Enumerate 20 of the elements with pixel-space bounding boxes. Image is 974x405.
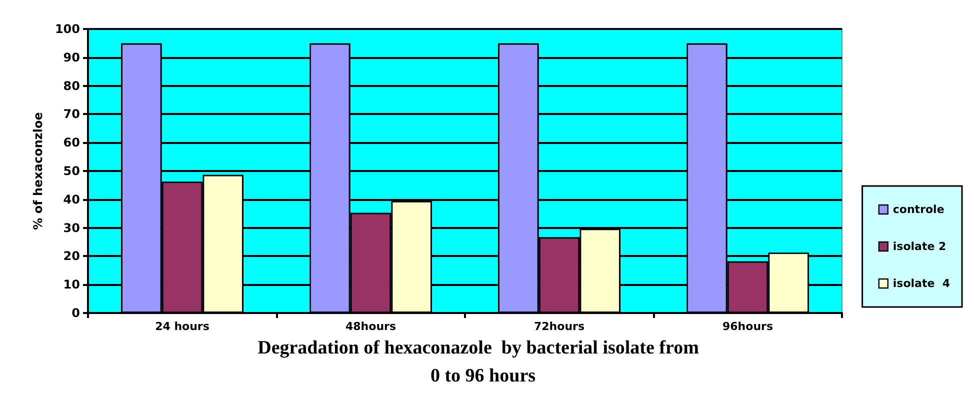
y-tick-label: 40 [63,192,80,206]
y-tick-label: 50 [63,164,80,178]
y-tick-label: 80 [63,78,80,93]
legend-label: isolate 4 [892,277,950,290]
y-tick-label: 0 [72,306,80,320]
text: Degradation of hexaconazole by bacterial isolate from 0 to 96 hours [258,338,708,386]
legend-label: isolate 2 [892,240,946,253]
x-tick-label: 96hours [722,320,774,333]
y-tick-label: 100 [54,22,80,36]
y-tick-label: 30 [63,220,80,235]
y-tick-label: 20 [63,249,80,264]
y-tick-label: 70 [63,107,80,122]
y-tick-label: 10 [63,278,80,292]
y-tick-label: 90 [63,50,80,64]
legend-label: controle [892,203,944,216]
x-tick-label: 24 hours [155,320,210,333]
y-tick-label: 60 [63,136,80,150]
y-axis-title: % of hexaconzloe [31,112,45,230]
x-tick-label: 48hours [346,320,396,333]
x-tick-label: 72hours [534,320,585,333]
